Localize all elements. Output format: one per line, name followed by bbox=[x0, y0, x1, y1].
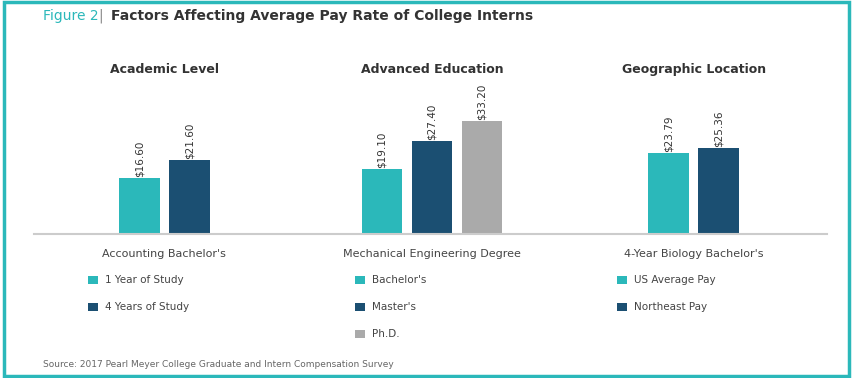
Text: Ph.D.: Ph.D. bbox=[371, 329, 400, 339]
Bar bbox=[648, 153, 688, 234]
Text: Northeast Pay: Northeast Pay bbox=[633, 302, 706, 312]
Text: $23.79: $23.79 bbox=[663, 115, 673, 152]
Text: Accounting Bachelor's: Accounting Bachelor's bbox=[102, 249, 226, 259]
Text: Mechanical Engineering Degree: Mechanical Engineering Degree bbox=[343, 249, 521, 259]
Text: Figure 2: Figure 2 bbox=[43, 9, 98, 23]
Text: Factors Affecting Average Pay Rate of College Interns: Factors Affecting Average Pay Rate of Co… bbox=[111, 9, 532, 23]
Text: 1 Year of Study: 1 Year of Study bbox=[105, 275, 183, 285]
Text: $25.36: $25.36 bbox=[713, 110, 722, 147]
Text: 4-Year Biology Bachelor's: 4-Year Biology Bachelor's bbox=[623, 249, 763, 259]
Text: Academic Level: Academic Level bbox=[110, 63, 219, 76]
Text: US Average Pay: US Average Pay bbox=[633, 275, 715, 285]
Text: Source: 2017 Pearl Meyer College Graduate and Intern Compensation Survey: Source: 2017 Pearl Meyer College Graduat… bbox=[43, 359, 393, 369]
Text: |: | bbox=[98, 8, 102, 23]
Text: Geographic Location: Geographic Location bbox=[621, 63, 765, 76]
Text: $21.60: $21.60 bbox=[184, 123, 194, 160]
Text: $27.40: $27.40 bbox=[427, 103, 436, 139]
Bar bbox=[361, 169, 402, 234]
Bar bbox=[169, 161, 210, 234]
Bar bbox=[411, 141, 452, 234]
Text: $19.10: $19.10 bbox=[377, 132, 387, 168]
Bar bbox=[461, 121, 502, 234]
Text: Master's: Master's bbox=[371, 302, 416, 312]
Text: $33.20: $33.20 bbox=[476, 84, 486, 120]
Text: Bachelor's: Bachelor's bbox=[371, 275, 426, 285]
Bar bbox=[698, 148, 738, 234]
Text: Advanced Education: Advanced Education bbox=[360, 63, 503, 76]
Text: 4 Years of Study: 4 Years of Study bbox=[105, 302, 188, 312]
Bar bbox=[119, 178, 159, 234]
Text: $16.60: $16.60 bbox=[135, 140, 144, 177]
